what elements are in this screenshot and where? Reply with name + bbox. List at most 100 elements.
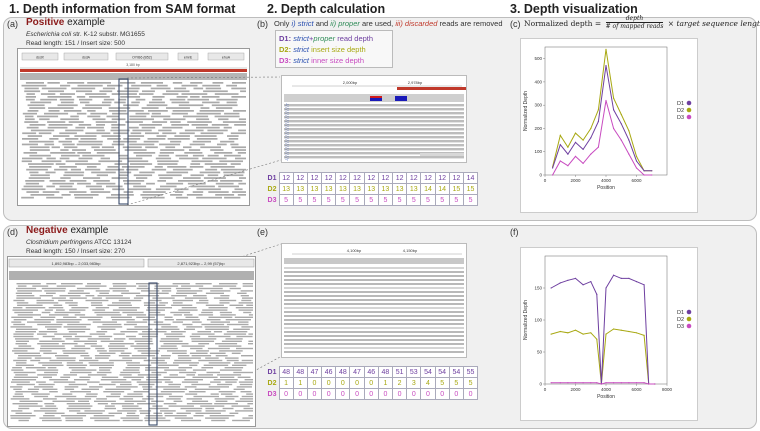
read	[34, 395, 49, 398]
read	[15, 391, 39, 393]
read	[284, 339, 464, 341]
header-depth-vis: 3. Depth visualization	[510, 2, 638, 16]
read	[202, 101, 220, 104]
read	[192, 321, 202, 323]
read	[214, 398, 235, 400]
read	[223, 174, 244, 177]
read	[151, 371, 167, 374]
read	[191, 338, 217, 340]
data-point-d3	[574, 155, 577, 157]
data-point-d3	[643, 174, 645, 176]
read	[207, 129, 228, 132]
read	[172, 168, 193, 171]
read	[57, 104, 78, 107]
read	[239, 383, 253, 386]
data-point-d2	[635, 332, 638, 334]
read	[194, 135, 217, 137]
read	[233, 328, 250, 330]
read	[205, 410, 226, 412]
read	[164, 381, 173, 383]
read	[25, 118, 35, 121]
read	[214, 115, 240, 118]
read	[186, 374, 195, 376]
read	[41, 311, 51, 314]
read	[284, 156, 464, 159]
series-line-d1	[552, 65, 652, 172]
read	[155, 386, 181, 388]
read	[63, 335, 72, 338]
read	[59, 166, 77, 168]
read	[138, 333, 159, 335]
read	[129, 115, 147, 118]
negative-read-info: Read length: 150 / Insert size: 270	[26, 248, 126, 255]
read	[119, 398, 134, 400]
read	[149, 101, 165, 104]
read	[160, 391, 185, 393]
read	[206, 319, 221, 321]
read	[226, 331, 248, 333]
read	[114, 163, 128, 165]
read	[197, 331, 212, 333]
read	[193, 395, 219, 398]
read	[152, 357, 170, 359]
series-line-d2	[552, 49, 652, 172]
read	[108, 412, 122, 414]
data-point-d1	[567, 279, 569, 281]
read	[284, 116, 464, 119]
read	[238, 381, 253, 383]
y-tick-label: 200	[534, 126, 542, 131]
read	[95, 357, 109, 359]
gene-label: emrE	[184, 56, 193, 60]
read	[101, 135, 121, 137]
read	[232, 419, 250, 422]
read	[25, 96, 36, 98]
depth-cell: 0	[278, 388, 294, 400]
read	[102, 323, 122, 326]
read	[219, 299, 237, 302]
read	[120, 383, 132, 386]
read	[143, 140, 159, 143]
read	[112, 283, 127, 285]
read	[196, 196, 222, 199]
read	[126, 168, 139, 171]
read	[191, 124, 208, 126]
read	[74, 135, 97, 137]
read	[85, 132, 111, 135]
read	[177, 355, 190, 357]
read	[179, 157, 199, 160]
read	[42, 191, 60, 193]
read	[38, 331, 58, 333]
read	[215, 400, 228, 402]
read	[120, 331, 138, 333]
read	[108, 350, 125, 352]
read	[87, 126, 104, 129]
read	[159, 340, 183, 342]
positive-igv-svg: dsdX dsdA OYIB6 (B52) emrE ehuA 3,180 bp	[18, 49, 249, 205]
read	[196, 112, 221, 115]
gene-box	[115, 52, 169, 61]
read	[76, 287, 100, 290]
read	[83, 177, 101, 179]
negative-depth-table: D1 48 48 47 46 48 47 46 48 51 53 54 54 54 55 D2 1 1 0 0 0 0 0 1…	[265, 366, 479, 400]
read	[128, 338, 153, 340]
read	[196, 302, 209, 304]
read	[198, 343, 210, 345]
read	[17, 314, 41, 316]
data-point-d1	[613, 274, 615, 276]
read	[210, 149, 224, 151]
read	[215, 343, 238, 345]
row-label: D1	[267, 174, 277, 182]
read	[206, 371, 220, 374]
depth-cell: 13	[278, 183, 294, 195]
read	[84, 343, 97, 345]
read	[284, 267, 464, 269]
read	[38, 362, 62, 364]
read	[196, 350, 209, 352]
read	[238, 302, 253, 304]
read	[136, 177, 148, 179]
read	[94, 400, 116, 402]
depth-cell: 12	[321, 172, 337, 184]
data-point-d3	[635, 382, 638, 384]
read	[152, 98, 163, 101]
depth-row-d3: D3 5 5 5 5 5 5 5 5 5 5 5 5 5 5	[265, 194, 479, 206]
